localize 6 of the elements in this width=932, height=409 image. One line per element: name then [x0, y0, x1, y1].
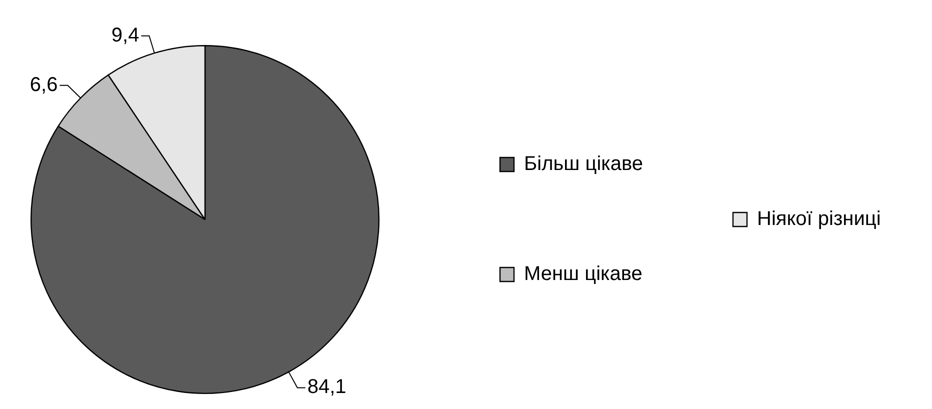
legend-label: Більш цікаве	[524, 153, 643, 176]
data-label: 9,4	[111, 24, 140, 46]
legend-label: Менш цікаве	[524, 263, 642, 286]
data-label: 6,6	[30, 74, 58, 96]
legend-label: Ніякої різниці	[756, 208, 881, 230]
data-label: 84,1	[307, 376, 346, 398]
